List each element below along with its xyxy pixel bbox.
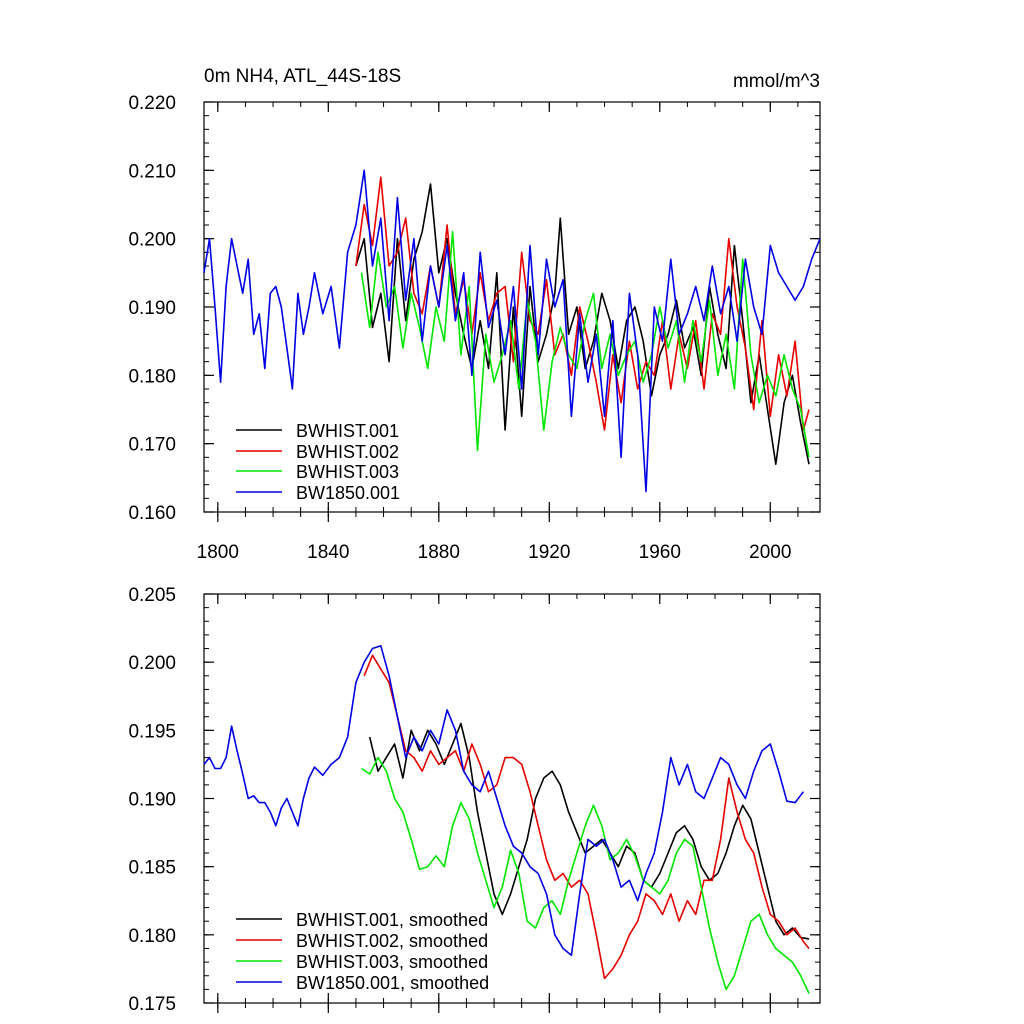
svg-text:BWHIST.002, smoothed: BWHIST.002, smoothed <box>296 931 488 951</box>
y-tick-label: 0.200 <box>128 230 176 251</box>
svg-text:BWHIST.003: BWHIST.003 <box>296 462 399 482</box>
svg-text:BW1850.001, smoothed: BW1850.001, smoothed <box>296 973 489 993</box>
legend-entry-bw1850-001-smoothed: BW1850.001, smoothed <box>236 973 489 993</box>
x-tick-label: 1800 <box>197 542 239 563</box>
series-line-bwhist-002-smoothed <box>363 654 810 980</box>
y-tick-label: 0.220 <box>128 93 176 114</box>
legend-entry-bwhist-003-smoothed: BWHIST.003, smoothed <box>236 952 488 972</box>
bottom-series-lines <box>203 644 810 994</box>
units-label: mmol/m^3 <box>733 71 820 92</box>
y-tick-label: 0.160 <box>128 503 176 524</box>
x-tick-label: 1840 <box>307 542 349 563</box>
series-line-bw1850-001 <box>203 169 821 493</box>
bottom-axes: 0.175 0.180 0.185 0.190 0.195 0.200 0.205 <box>128 585 821 1015</box>
y-tick-label: 0.190 <box>128 298 176 319</box>
top-legend: BWHIST.001 BWHIST.002 BWHIST.003 BW1850.… <box>236 421 400 503</box>
svg-text:BWHIST.001: BWHIST.001 <box>296 421 399 441</box>
panel-bottom: 0.175 0.180 0.185 0.190 0.195 0.200 0.205 BWHI… <box>128 585 821 1015</box>
svg-text:BWHIST.001, smoothed: BWHIST.001, smoothed <box>296 910 488 930</box>
legend-entry-bwhist-003: BWHIST.003 <box>236 462 399 482</box>
y-tick-label: 0.170 <box>128 435 176 456</box>
y-tick-label: 0.180 <box>128 366 176 387</box>
x-tick-label: 1880 <box>418 542 460 563</box>
y-tick-label: 0.175 <box>128 994 176 1015</box>
series-line-bwhist-001 <box>355 183 810 466</box>
y-tick-label: 0.185 <box>128 858 176 879</box>
top-series-lines <box>203 169 821 493</box>
bottom-legend: BWHIST.001, smoothed BWHIST.002, smoothe… <box>236 910 489 993</box>
legend-entry-bwhist-002: BWHIST.002 <box>236 442 399 462</box>
series-line-bwhist-003-smoothed <box>361 756 810 994</box>
panel-top: 0m NH4, ATL_44S-18S mmol/m^3 0.1600.1700… <box>128 66 821 563</box>
legend-entry-bwhist-001: BWHIST.001 <box>236 421 399 441</box>
series-line-bw1850-001-smoothed <box>203 644 805 957</box>
x-tick-label: 1920 <box>528 542 570 563</box>
x-tick-label: 1960 <box>639 542 681 563</box>
y-tick-label: 0.195 <box>128 721 176 742</box>
svg-text:BWHIST.003, smoothed: BWHIST.003, smoothed <box>296 952 488 972</box>
series-line-bwhist-003 <box>360 231 810 458</box>
y-tick-label: 0.190 <box>128 790 176 811</box>
y-tick-label: 0.180 <box>128 926 176 947</box>
x-tick-label: 2000 <box>749 542 791 563</box>
y-tick-label: 0.205 <box>128 585 176 606</box>
svg-text:BWHIST.002: BWHIST.002 <box>296 442 399 462</box>
y-tick-label: 0.210 <box>128 161 176 182</box>
chart-title: 0m NH4, ATL_44S-18S <box>204 66 401 87</box>
top-axes: 0.160 0.170 0.180 0.190 0.200 0.210 0.220 1800 1… <box>128 93 821 563</box>
y-tick-label: 0.200 <box>128 653 176 674</box>
legend-entry-bwhist-002-smoothed: BWHIST.002, smoothed <box>236 931 488 951</box>
legend-entry-bw1850-001: BW1850.001 <box>236 483 400 503</box>
legend-entry-bwhist-001-smoothed: BWHIST.001, smoothed <box>236 910 488 930</box>
svg-text:BW1850.001: BW1850.001 <box>296 483 400 503</box>
